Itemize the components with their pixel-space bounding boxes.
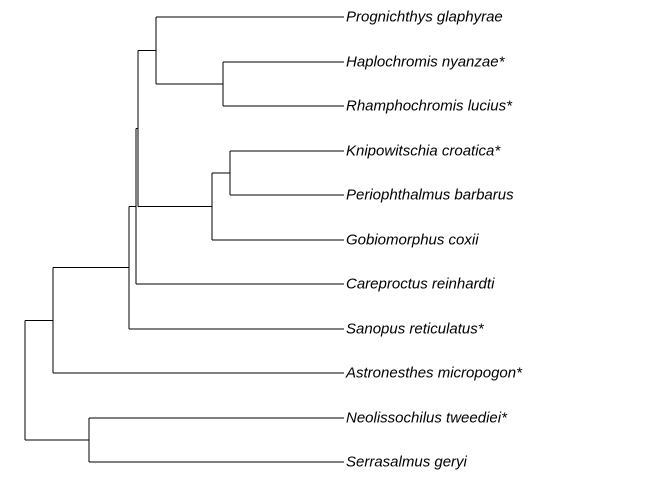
tip-label-sanopus-reticulatus: Sanopus reticulatus* (346, 321, 485, 338)
tip-label-astronesthes-micropogon: Astronesthes micropogon* (345, 365, 523, 382)
tip-label-haplochromis-nyanzae: Haplochromis nyanzae* (346, 54, 506, 71)
tip-label-knipowitschia-croatica: Knipowitschia croatica* (346, 143, 501, 160)
tip-labels: Prognichthys glaphyrae Haplochromis nyan… (345, 9, 523, 471)
tip-label-rhamphochromis-lucius: Rhamphochromis lucius* (346, 98, 513, 115)
tip-label-neolissochilus-tweediei: Neolissochilus tweediei* (346, 410, 508, 427)
tip-label-prognichthys-glaphyrae: Prognichthys glaphyrae (346, 9, 503, 26)
tip-label-gobiomorphus-coxii: Gobiomorphus coxii (346, 232, 479, 249)
tree-branches (24, 16, 344, 463)
tip-label-careproctus-reinhardti: Careproctus reinhardti (346, 276, 495, 293)
tip-label-serrasalmus-geryi: Serrasalmus geryi (346, 454, 468, 471)
tip-label-periophthalmus-barbarus: Periophthalmus barbarus (346, 187, 514, 204)
